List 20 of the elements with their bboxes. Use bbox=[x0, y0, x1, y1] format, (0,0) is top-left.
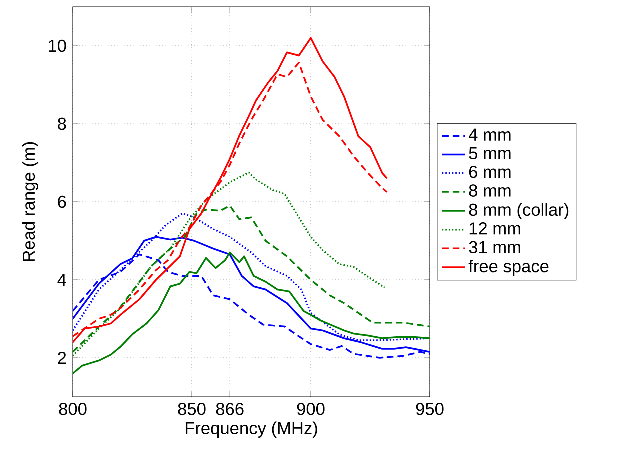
x-tick-label: 900 bbox=[297, 403, 325, 416]
legend-label: 12 mm bbox=[470, 222, 520, 235]
x-axis-title: Frequency (MHz) bbox=[186, 422, 318, 438]
legend-label: 5 mm bbox=[469, 147, 511, 160]
y-axis-title: Read range (m) bbox=[22, 142, 39, 262]
y-tick-label: 2 bbox=[58, 352, 66, 364]
y-tick-label: 10 bbox=[49, 40, 66, 52]
x-tick-label: 866 bbox=[216, 403, 244, 416]
legend-label: 4 mm bbox=[468, 128, 511, 141]
x-tick-label: 850 bbox=[178, 403, 206, 416]
x-tick-label: 950 bbox=[416, 403, 444, 416]
legend-label: free space bbox=[468, 260, 549, 276]
y-tick-label: 8 bbox=[58, 118, 66, 130]
x-tick-label: 800 bbox=[59, 403, 87, 416]
y-tick-label: 4 bbox=[58, 274, 66, 286]
legend-label: 8 mm bbox=[469, 184, 511, 197]
legend-label: 8 mm (collar) bbox=[469, 203, 569, 220]
legend-label: 6 mm bbox=[469, 166, 511, 178]
y-tick-label: 6 bbox=[58, 196, 66, 208]
legend-label: 31 mm bbox=[469, 241, 520, 254]
